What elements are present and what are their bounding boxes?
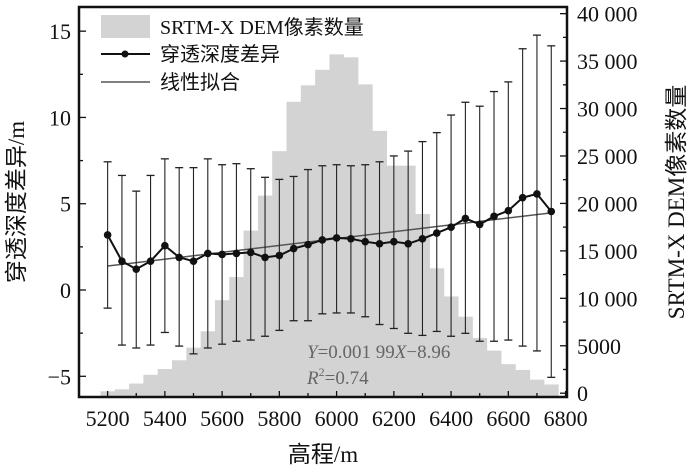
fit-equation: Y=0.001 99X−8.96: [307, 342, 450, 363]
data-point: [490, 212, 498, 221]
histogram-bar: [214, 300, 230, 397]
histogram-bar: [157, 369, 173, 397]
data-point: [518, 193, 527, 202]
left-tick-label: 0: [60, 278, 71, 303]
data-point: [203, 249, 212, 258]
legend-swatch-bars: [101, 15, 150, 38]
left-tick-label: 5: [60, 192, 71, 217]
histogram-bar: [143, 374, 159, 397]
right-tick-label: 15 000: [577, 239, 638, 264]
x-tick-label: 6400: [429, 406, 473, 431]
data-point: [347, 234, 355, 243]
left-tick-label: 15: [49, 19, 71, 44]
data-point: [533, 190, 541, 198]
right-tick-label: 30 000: [577, 97, 638, 122]
right-tick-label: 0: [577, 381, 588, 406]
x-axis-title: 高程/m: [288, 442, 358, 467]
data-point: [146, 257, 155, 265]
right-tick-label: 10 000: [577, 286, 638, 311]
histogram-bar: [486, 350, 502, 397]
data-point: [375, 239, 384, 248]
data-point: [318, 236, 327, 244]
data-point: [475, 220, 484, 229]
histogram-bar: [472, 337, 488, 397]
data-point: [547, 207, 556, 216]
left-tick-label: −5: [48, 364, 71, 389]
x-tick-label: 6200: [372, 406, 416, 431]
right-tick-label: 20 000: [577, 191, 638, 216]
legend: SRTM-X DEM像素数量 穿透深度差异 线性拟合: [101, 15, 364, 94]
right-tick-label: 25 000: [577, 144, 638, 169]
x-tick-label: 5200: [86, 406, 130, 431]
data-point: [289, 244, 298, 253]
legend-label-line: 穿透深度差异: [160, 43, 280, 66]
data-point: [175, 253, 183, 262]
depth-difference-series: [103, 190, 556, 273]
data-point: [447, 223, 455, 231]
data-point: [218, 250, 226, 259]
data-point: [275, 251, 284, 260]
x-tick-label: 6800: [544, 406, 588, 431]
data-point: [390, 237, 398, 246]
data-point: [404, 239, 412, 248]
right-tick-label: 5000: [577, 334, 621, 359]
data-point: [132, 265, 141, 273]
left-axis-title: 穿透深度差异/m: [4, 121, 29, 283]
legend-marker-icon: [121, 50, 129, 58]
x-tick-label: 5600: [200, 406, 244, 431]
histogram-bar: [114, 389, 130, 397]
data-point: [232, 249, 241, 258]
r-squared: R2=0.74: [306, 365, 369, 389]
histogram-bar: [544, 384, 559, 397]
data-point: [432, 229, 441, 237]
data-point: [261, 253, 269, 262]
x-tick-label: 5800: [257, 406, 301, 431]
data-point: [504, 206, 513, 215]
data-point: [304, 240, 312, 249]
data-point: [461, 214, 470, 223]
histogram-bar: [529, 379, 545, 397]
histogram-bar: [458, 316, 473, 397]
x-tick-label: 6600: [486, 406, 530, 431]
data-point: [103, 231, 112, 239]
right-tick-label: 40 000: [577, 2, 638, 27]
data-point: [161, 241, 169, 250]
legend-label-bars: SRTM-X DEM像素数量: [160, 16, 364, 39]
histogram-bar: [443, 296, 459, 397]
histogram-bar: [186, 347, 201, 397]
x-tick-label: 6000: [315, 406, 359, 431]
right-tick-label: 35 000: [577, 49, 638, 74]
data-point: [332, 234, 341, 242]
data-point: [246, 248, 255, 257]
histogram-bar: [129, 383, 144, 397]
legend-label-fit: 线性拟合: [160, 71, 240, 94]
left-tick-label: 10: [49, 105, 71, 130]
data-point: [189, 257, 198, 265]
data-point: [418, 234, 427, 243]
histogram-bar: [515, 369, 531, 397]
histogram-bar: [172, 360, 187, 397]
histogram-bar: [501, 364, 516, 397]
data-point: [118, 257, 126, 265]
histogram-bar: [429, 268, 445, 397]
x-tick-label: 5400: [143, 406, 187, 431]
right-axis-title: SRTM-X DEM像素数量: [664, 85, 689, 319]
plot-frame: [77, 5, 569, 399]
data-point: [361, 237, 370, 246]
